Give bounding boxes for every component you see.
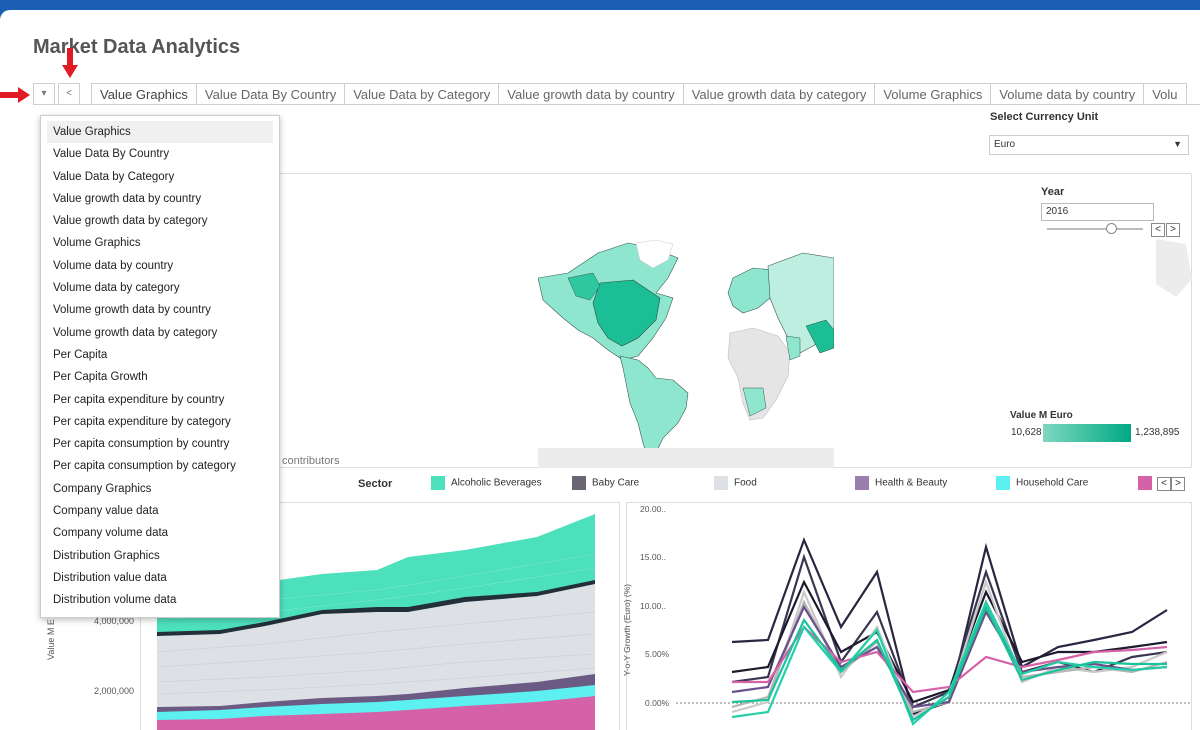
tab-4[interactable]: Value growth data by category (683, 83, 876, 105)
tab-list: Value Graphics Value Data By Country Value… (91, 83, 1187, 105)
red-arrow-down-icon (62, 48, 78, 78)
dropdown-item[interactable]: Per Capita Growth (53, 371, 148, 384)
dropdown-item[interactable]: Distribution Graphics (53, 549, 160, 562)
tab-6[interactable]: Volume data by country (991, 83, 1145, 105)
tab-0[interactable]: Value Graphics (91, 83, 197, 105)
dropdown-item[interactable]: Per capita consumption by category (53, 460, 236, 473)
dropdown-item[interactable]: Volume data by country (53, 259, 174, 272)
tab-3[interactable]: Value growth data by country (499, 83, 684, 105)
growth-line-chart-panel (626, 502, 1192, 730)
year-input[interactable]: 2016 (1041, 203, 1154, 221)
dropdown-item[interactable]: Per capita consumption by country (53, 438, 230, 451)
dropdown-item[interactable]: Volume data by category (53, 282, 180, 295)
right-chart-tick-15: 15.00.. (640, 552, 666, 562)
dropdown-item[interactable]: Volume Graphics (53, 237, 141, 250)
sector-legend-item[interactable]: Health & Beauty (855, 476, 947, 490)
dropdown-item[interactable]: Per capita expenditure by category (53, 415, 231, 428)
left-chart-tick-label-4m: 4,000,000 (94, 616, 135, 626)
tab-list-dropdown-button[interactable]: ▾ (33, 83, 55, 105)
currency-select[interactable]: Euro ▼ (989, 135, 1189, 155)
right-chart-tick-0: 0.00% (645, 698, 670, 708)
dropdown-item[interactable]: Value Graphics (47, 121, 273, 144)
year-slider-handle[interactable] (1106, 223, 1117, 234)
year-next-button[interactable]: > (1166, 223, 1180, 237)
dashboard-window: Market Data Analytics ▾ < Value Graphics… (0, 10, 1200, 730)
legend-next-button[interactable]: > (1171, 477, 1185, 491)
right-chart-tick-5: 5.00% (645, 649, 670, 659)
sector-swatch (855, 476, 869, 490)
map-legend-gradient (1043, 424, 1131, 442)
sector-legend-label: Baby Care (592, 477, 640, 489)
map-south-africa (742, 387, 767, 417)
sector-swatch (431, 476, 445, 490)
sector-legend-label: Household Care (1016, 477, 1089, 489)
right-chart-tick-10: 10.00.. (640, 601, 666, 611)
area-tissue-hygiene (157, 696, 595, 730)
value-area-chart[interactable]: Value M E 4,000,000 2,000,000 (140, 502, 620, 730)
dropdown-item[interactable]: Distribution value data (53, 571, 167, 584)
world-map[interactable] (538, 238, 834, 468)
map-usa (592, 279, 661, 347)
sector-swatch (714, 476, 728, 490)
sector-legend-label: Health & Beauty (875, 477, 948, 489)
sector-legend-item[interactable]: Alcoholic Beverages (431, 476, 542, 490)
tab-list-dropdown-menu: Value Graphics Value Data By Country Value… (40, 115, 280, 618)
dropdown-item[interactable]: Value Data by Category (53, 170, 175, 183)
sector-legend-label: Food (734, 477, 757, 489)
dropdown-item[interactable]: Per capita expenditure by country (53, 393, 225, 406)
left-chart-tick-label-2m: 2,000,000 (94, 686, 135, 696)
dropdown-item[interactable]: Value Data By Country (53, 148, 170, 161)
year-prev-button[interactable]: < (1151, 223, 1165, 237)
sector-legend-label: Sector (358, 478, 393, 490)
tab-7[interactable]: Volu (1144, 83, 1187, 105)
currency-value: Euro (994, 139, 1016, 150)
sector-legend-item[interactable]: Baby Care (572, 476, 639, 490)
tab-prev-button[interactable]: < (58, 83, 80, 105)
map-europe (727, 267, 779, 314)
currency-label: Select Currency Unit (990, 111, 1099, 123)
chevron-down-icon: ▼ (1173, 139, 1182, 149)
dropdown-item[interactable]: Volume growth data by country (53, 304, 211, 317)
dropdown-item[interactable]: Volume growth data by category (53, 326, 218, 339)
legend-prev-button[interactable]: < (1157, 477, 1171, 491)
page-title: Market Data Analytics (33, 36, 241, 58)
dropdown-item[interactable]: Value growth data by country (53, 192, 202, 205)
contributors-text: contributors (282, 455, 340, 467)
dropdown-item[interactable]: Company value data (53, 505, 159, 518)
map-alaska (567, 272, 601, 301)
right-chart-ylabel-text: Y-o-Y Growth (Euro) (%) (622, 583, 632, 676)
map-legend-min: 10,628 (1011, 427, 1042, 438)
map-grey-area (1156, 239, 1192, 297)
dropdown-item[interactable]: Value growth data by category (53, 215, 208, 228)
red-arrow-right-icon (0, 87, 30, 103)
map-antarctica (538, 448, 834, 468)
map-greenland (635, 239, 674, 269)
tab-strip: ▾ < Value Graphics Value Data By Country V… (33, 83, 1200, 105)
map-south-america (619, 355, 689, 459)
tab-1[interactable]: Value Data By Country (196, 83, 346, 105)
dropdown-item[interactable]: Per Capita (53, 348, 108, 361)
sector-swatch (572, 476, 586, 490)
tab-5[interactable]: Volume Graphics (875, 83, 992, 105)
dropdown-item[interactable]: Distribution volume data (53, 594, 177, 607)
map-india (785, 335, 801, 361)
sector-legend-item[interactable]: Household Care (996, 476, 1088, 490)
left-chart-ylabel-text: Value M E (46, 619, 56, 660)
year-label: Year (1041, 186, 1065, 198)
tab-2[interactable]: Value Data by Category (345, 83, 500, 105)
sector-legend-item[interactable] (1138, 476, 1158, 490)
dropdown-item[interactable]: Company Graphics (53, 482, 152, 495)
sector-legend-item[interactable]: Food (714, 476, 757, 490)
map-africa (727, 327, 791, 421)
sector-swatch (996, 476, 1010, 490)
map-legend-max: 1,238,895 (1135, 427, 1180, 438)
right-chart-tick-20: 20.00.. (640, 504, 666, 514)
sector-legend-label: Alcoholic Beverages (451, 477, 542, 489)
sector-swatch (1138, 476, 1152, 490)
growth-line-chart[interactable] (626, 502, 1192, 730)
map-china (805, 319, 834, 354)
dropdown-item[interactable]: Company volume data (53, 527, 169, 540)
map-legend-title: Value M Euro (1010, 410, 1073, 421)
year-slider-track[interactable] (1047, 228, 1143, 230)
